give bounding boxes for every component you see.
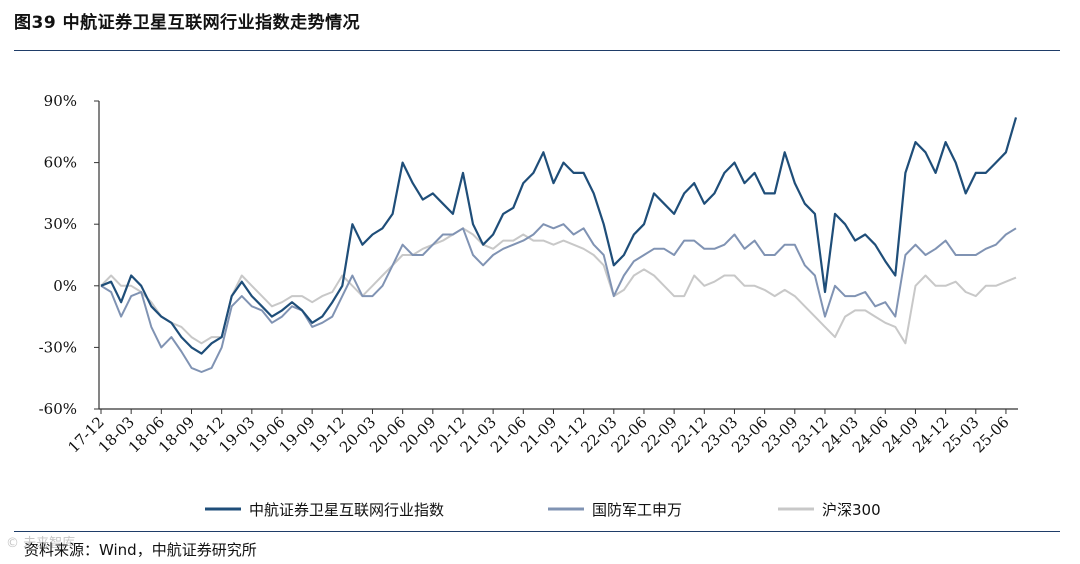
legend-item-csi300-label: 沪深300 <box>822 501 881 519</box>
source-note: 资料来源：Wind，中航证券研究所 <box>24 541 257 559</box>
series-line-defense-sw <box>100 223 1017 373</box>
y-tick-label: 30% <box>44 215 77 233</box>
x-axis: 17-1218-0318-0618-0918-1219-0319-0619-09… <box>65 408 1018 456</box>
y-tick-label: 60% <box>44 154 77 172</box>
y-tick-label: 90% <box>44 92 77 110</box>
series-lines <box>100 117 1018 373</box>
y-axis: -60% -30% 0% 30% 60% 90% <box>39 92 100 418</box>
series-line-csi300 <box>100 227 1017 345</box>
legend-item-defense-sw-label: 国防军工申万 <box>592 501 682 519</box>
legend: 中航证券卫星互联网行业指数 国防军工申万 沪深300 <box>205 501 881 519</box>
legend-item-satellite-index-label: 中航证券卫星互联网行业指数 <box>249 501 444 519</box>
bottom-rule <box>14 531 1060 532</box>
series-line-satellite-index <box>100 117 1018 355</box>
y-tick-label: -60% <box>39 400 77 418</box>
y-tick-label: -30% <box>39 338 77 356</box>
watermark: © 未来智库 <box>6 536 76 551</box>
chart-title: 图39 中航证券卫星互联网行业指数走势情况 <box>14 13 361 33</box>
top-rule <box>14 50 1060 51</box>
y-tick-label: 0% <box>53 277 77 295</box>
